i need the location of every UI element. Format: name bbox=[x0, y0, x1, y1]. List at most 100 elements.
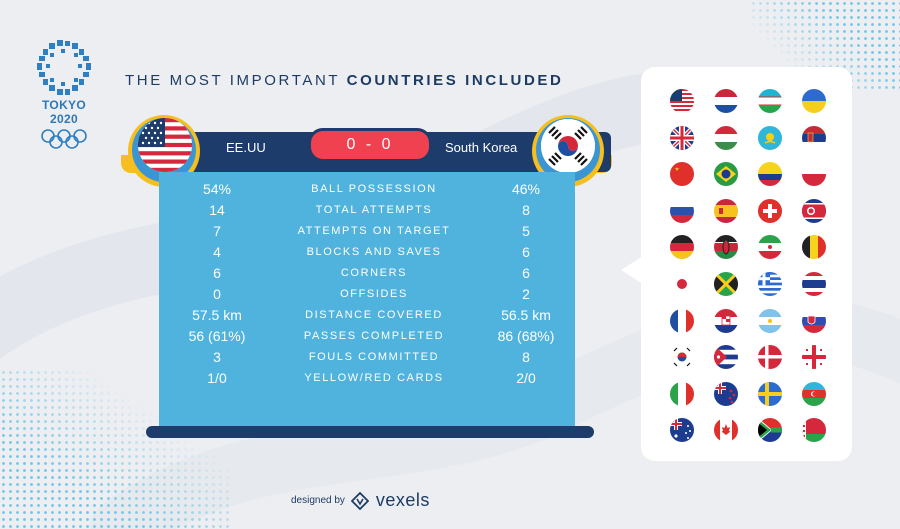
stat-label: BALL POSSESSION bbox=[311, 183, 437, 195]
stat-row: 6 CORNERS 6 bbox=[159, 265, 575, 286]
stat-row: 54% BALL POSSESSION 46% bbox=[159, 181, 575, 202]
logo-text: TOKYO 2020 bbox=[42, 98, 86, 126]
stat-right-value: 86 (68%) bbox=[497, 328, 555, 344]
countries-panel bbox=[641, 67, 852, 461]
serbia-flag-icon bbox=[802, 126, 826, 150]
scoreboard: EE.UU 0 - 0 South Korea 54% BALL POSSESSI… bbox=[115, 115, 620, 445]
kazakhstan-flag-icon bbox=[758, 126, 782, 150]
brazil-flag-icon bbox=[714, 162, 738, 186]
north-korea-flag-icon bbox=[802, 199, 826, 223]
title-prefix: THE MOST IMPORTANT bbox=[125, 72, 340, 89]
sweden-flag-icon bbox=[758, 382, 782, 406]
stat-left-value: 57.5 km bbox=[192, 307, 242, 323]
stat-right-value: 8 bbox=[522, 349, 530, 365]
stat-left-value: 14 bbox=[209, 202, 225, 218]
stat-right-value: 5 bbox=[522, 223, 530, 239]
slovakia-flag-icon bbox=[802, 309, 826, 333]
spain-flag-icon bbox=[714, 199, 738, 223]
greece-flag-icon bbox=[758, 272, 782, 296]
germany-flag-icon bbox=[670, 235, 694, 259]
ukraine-flag-icon bbox=[802, 89, 826, 113]
kenya-flag-icon bbox=[714, 235, 738, 259]
stat-left-value: 4 bbox=[213, 244, 221, 260]
russia-flag-icon bbox=[670, 199, 694, 223]
vexels-logo-icon bbox=[351, 491, 370, 510]
stat-label: YELLOW/RED CARDS bbox=[304, 372, 444, 384]
stat-label: CORNERS bbox=[340, 267, 408, 279]
south-africa-flag-icon bbox=[758, 418, 782, 442]
stat-right-value: 2 bbox=[522, 286, 530, 302]
stat-row: 56 (61%) PASSES COMPLETED 86 (68%) bbox=[159, 328, 575, 349]
stat-right-value: 2/0 bbox=[516, 370, 536, 386]
stat-left-value: 0 bbox=[213, 286, 221, 302]
iran-flag-icon bbox=[758, 235, 782, 259]
stat-label: ATTEMPTS ON TARGET bbox=[297, 225, 451, 237]
azerbaijan-flag-icon bbox=[802, 382, 826, 406]
italy-flag-icon bbox=[670, 382, 694, 406]
china-flag-icon bbox=[670, 162, 694, 186]
stat-left-value: 3 bbox=[213, 349, 221, 365]
stat-label: BLOCKS AND SAVES bbox=[306, 246, 442, 258]
thailand-flag-icon bbox=[802, 272, 826, 296]
stats-screen: 54% BALL POSSESSION 46% 14 TOTAL ATTEMPTS 8 7 A… bbox=[159, 172, 575, 429]
belarus-flag-icon bbox=[802, 418, 826, 442]
credit: designed by vexels bbox=[291, 490, 430, 511]
croatia-flag-icon bbox=[714, 309, 738, 333]
south-korea-flag-icon bbox=[670, 345, 694, 369]
screen-base bbox=[146, 426, 594, 438]
stat-label: DISTANCE COVERED bbox=[305, 309, 443, 321]
switzerland-flag-icon bbox=[758, 199, 782, 223]
stat-row: 57.5 km DISTANCE COVERED 56.5 km bbox=[159, 307, 575, 328]
south-korea-flag-icon bbox=[541, 119, 595, 173]
cuba-flag-icon bbox=[714, 345, 738, 369]
jamaica-flag-icon bbox=[714, 272, 738, 296]
new-zealand-flag-icon bbox=[714, 382, 738, 406]
title-emphasis: COUNTRIES INCLUDED bbox=[346, 72, 564, 89]
stat-row: 3 FOULS COMMITTED 8 bbox=[159, 349, 575, 370]
stat-left-value: 7 bbox=[213, 223, 221, 239]
team-left-name: EE.UU bbox=[226, 140, 266, 155]
stat-left-value: 54% bbox=[202, 181, 232, 197]
canada-flag-icon bbox=[714, 418, 738, 442]
panel-pointer bbox=[621, 256, 643, 284]
stat-row: 14 TOTAL ATTEMPTS 8 bbox=[159, 202, 575, 223]
argentina-flag-icon bbox=[758, 309, 782, 333]
belgium-flag-icon bbox=[802, 235, 826, 259]
stat-right-value: 6 bbox=[522, 244, 530, 260]
stat-label: PASSES COMPLETED bbox=[303, 330, 445, 342]
score-display: 0 - 0 bbox=[308, 128, 432, 162]
stat-left-value: 1/0 bbox=[207, 370, 227, 386]
stat-row: 4 BLOCKS AND SAVES 6 bbox=[159, 244, 575, 265]
stat-row: 1/0 YELLOW/RED CARDS 2/0 bbox=[159, 370, 575, 391]
credit-brand: vexels bbox=[375, 490, 430, 510]
georgia-flag-icon bbox=[802, 345, 826, 369]
usa-flag-icon bbox=[138, 118, 192, 172]
stat-row: 7 ATTEMPTS ON TARGET 5 bbox=[159, 223, 575, 244]
tokyo-emblem-icon bbox=[37, 40, 91, 95]
colombia-flag-icon bbox=[758, 162, 782, 186]
team-right-name: South Korea bbox=[445, 140, 518, 155]
poland-flag-icon bbox=[802, 162, 826, 186]
stat-label: FOULS COMMITTED bbox=[308, 351, 440, 363]
stat-right-value: 56.5 km bbox=[501, 307, 551, 323]
olympic-rings-icon bbox=[41, 129, 87, 149]
stat-label: TOTAL ATTEMPTS bbox=[315, 204, 433, 216]
usa-flag-icon bbox=[670, 89, 694, 113]
page-title: THE MOST IMPORTANT COUNTRIES INCLUDED bbox=[125, 72, 563, 89]
tokyo-2020-logo: TOKYO 2020 bbox=[28, 40, 100, 149]
stat-right-value: 8 bbox=[522, 202, 530, 218]
stat-left-value: 56 (61%) bbox=[188, 328, 246, 344]
stat-right-value: 46% bbox=[511, 181, 541, 197]
uk-flag-icon bbox=[670, 126, 694, 150]
denmark-flag-icon bbox=[758, 345, 782, 369]
australia-flag-icon bbox=[670, 418, 694, 442]
stat-right-value: 6 bbox=[522, 265, 530, 281]
uzbekistan-flag-icon bbox=[758, 89, 782, 113]
hungary-flag-icon bbox=[714, 126, 738, 150]
japan-flag-icon bbox=[670, 272, 694, 296]
credit-prefix: designed by bbox=[291, 495, 345, 506]
netherlands-flag-icon bbox=[714, 89, 738, 113]
stat-row: 0 OFFSIDES 2 bbox=[159, 286, 575, 307]
stat-left-value: 6 bbox=[213, 265, 221, 281]
stat-label: OFFSIDES bbox=[340, 288, 408, 300]
